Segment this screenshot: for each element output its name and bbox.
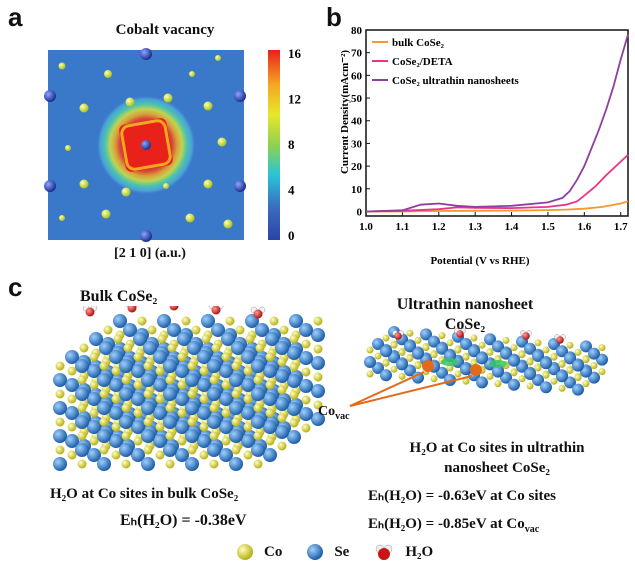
bulk-title: Bulk CoSe₂ (80, 288, 158, 305)
y-tick-label: 20 (351, 161, 363, 173)
legend-label: bulk CoSe₂ (392, 37, 445, 49)
x-axis-label: Potential (V vs RHE) (430, 255, 529, 267)
se-legend-icon (307, 544, 324, 560)
y-tick-label: 0 (357, 206, 363, 218)
legend-label: CoSe₂/DETA (392, 56, 453, 68)
co-atom-marker (44, 180, 56, 192)
ultra-caption-line2: nanosheet CoSe₂ (444, 460, 550, 476)
panel-label-a: a (8, 2, 23, 32)
nanosheet-cose2-model (349, 326, 608, 407)
legend-co-label: Co (264, 543, 283, 560)
map-atoms (44, 48, 246, 242)
colorbar-tick-label: 8 (288, 137, 295, 152)
series-line (365, 154, 629, 213)
colorbar-tick-label: 16 (288, 46, 302, 61)
co-atom-marker (234, 90, 246, 102)
y-tick-label: 30 (351, 138, 363, 150)
series-line (366, 200, 629, 213)
co-atom-marker (140, 230, 152, 242)
plot-frame (365, 29, 629, 217)
ultra-caption-line1: H₂O at Co sites in ultrathin (409, 440, 585, 456)
x-tick-label: 1.4 (505, 221, 519, 233)
legend-water-label: H₂O (405, 543, 434, 560)
crystal-illustrations (53, 306, 608, 471)
panel-a-title: Cobalt vacancy (115, 22, 215, 38)
ultra-energy-1: Eₕ(H₂O) = -0.63eV at Co sites (368, 488, 556, 504)
co-atom-marker (44, 90, 56, 102)
panel-label-c: c (8, 272, 23, 302)
colorbar (268, 50, 280, 240)
x-tick-label: 1.1 (396, 221, 410, 233)
y-axis-label: Current Density(mAcm⁻²) (339, 50, 351, 174)
ultra-title-line1: Ultrathin nanosheet (396, 296, 534, 313)
colorbar-tick-label: 4 (288, 183, 295, 198)
co-legend-icon (237, 544, 253, 560)
colorbar-tick-label: 0 (288, 228, 295, 243)
atom-legend: Co Se H₂O (236, 540, 433, 564)
lsv-chart: 1.0 1.1 1.2 1.3 1.4 1.5 1.6 1.7 0 10 20 30 40 50 60 70 8… (339, 25, 629, 267)
chart-legend: bulk CoSe₂ CoSe₂/DETA CoSe₂ ultrathin nano… (372, 37, 519, 87)
y-tick-label: 80 (351, 25, 363, 37)
colorbar-ticks: 16 12 8 4 0 (288, 46, 302, 243)
bulk-caption: H₂O at Co sites in bulk CoSe₂ (50, 486, 239, 502)
co-atom-marker (140, 48, 152, 60)
vacancy-density-map: 16 12 8 4 0 (44, 46, 302, 243)
legend-se-label: Se (334, 543, 350, 560)
y-tick-label: 60 (351, 70, 363, 82)
x-tick-label: 1.7 (614, 221, 628, 233)
water-legend-icon (376, 544, 393, 560)
legend-label: CoSe₂ ultrathin nanosheets (392, 75, 519, 87)
panel-a-xlabel: [2 1 0] (a.u.) (114, 246, 186, 261)
vacancy-center-marker (141, 140, 151, 150)
co-vac-label: Covac (318, 404, 350, 422)
y-tick-label: 70 (351, 48, 363, 60)
series-line (365, 34, 629, 213)
x-tick-label: 1.3 (468, 221, 482, 233)
ultra-energy-2: Eₕ(H₂O) = -0.85eV at Covac (368, 516, 540, 535)
bulk-energy: Eₕ(H₂O) = -0.38eV (120, 512, 247, 529)
panel-label-b: b (326, 2, 342, 32)
y-tick-label: 40 (351, 116, 363, 128)
colorbar-tick-label: 12 (288, 92, 301, 107)
bulk-cose2-model (53, 306, 325, 471)
ultra-title-line2: CoSe₂ (444, 316, 486, 333)
x-tick-label: 1.6 (577, 221, 591, 233)
y-tick-label: 50 (351, 93, 363, 105)
co-atom-marker (234, 180, 246, 192)
x-tick-label: 1.2 (432, 221, 446, 233)
x-tick-label: 1.0 (359, 221, 373, 233)
y-tick-label: 10 (351, 184, 363, 196)
x-tick-label: 1.5 (541, 221, 555, 233)
chart-series (365, 34, 629, 213)
